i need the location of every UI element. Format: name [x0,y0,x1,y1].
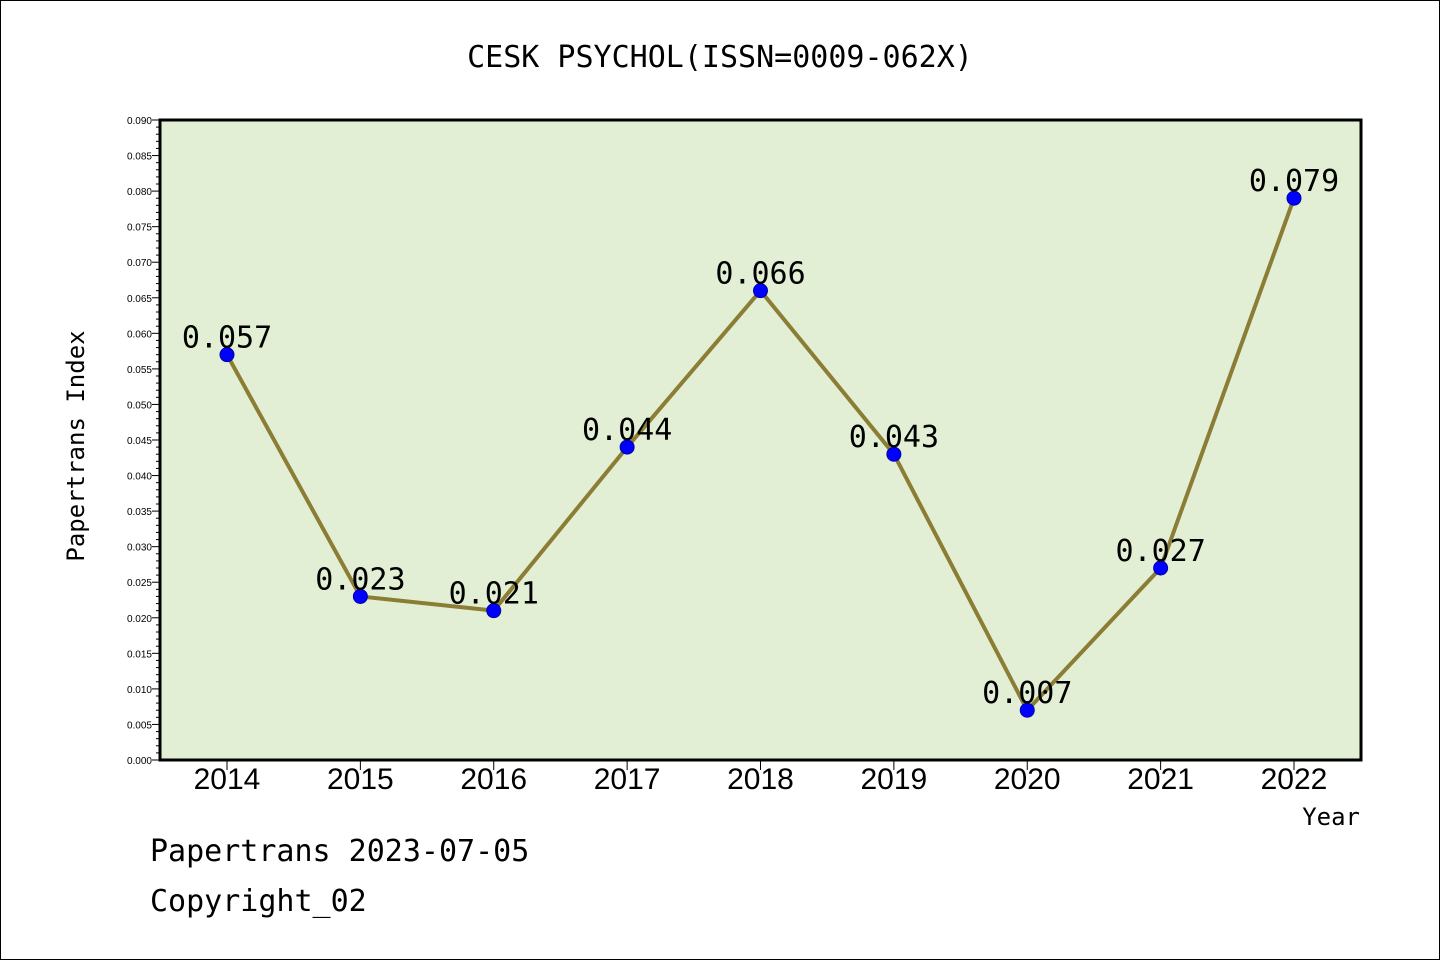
y-tick-label: 0.090 [127,116,152,127]
y-tick-label: 0.030 [127,543,152,554]
y-tick-label: 0.070 [127,258,152,269]
y-tick-label: 0.060 [127,329,152,340]
x-tick-label: 2022 [1261,763,1328,796]
x-tick-label: 2019 [861,763,928,796]
x-tick-label: 2016 [460,763,527,796]
plot-area [158,118,1363,762]
y-tick-label: 0.015 [127,649,152,660]
y-tick-label: 0.035 [127,507,152,518]
series-line-group [219,190,1302,718]
x-axis: 2014 2015 2016 2017 2018 2019 2020 2021 2022 [194,760,1328,796]
data-point-2021 [1153,560,1169,576]
x-tick-label: 2015 [327,763,394,796]
data-label: 0.021 [449,577,539,612]
y-tick-label: 0.050 [127,400,152,411]
y-tick-label: 0.010 [127,685,152,696]
x-tick-label: 2017 [594,763,661,796]
data-point-2016 [486,603,502,619]
data-label: 0.027 [1115,534,1205,569]
data-label: 0.057 [182,321,272,356]
x-tick-label: 2020 [994,763,1061,796]
data-labels: 0.057 0.023 0.021 0.044 0.066 0.043 0.007 0.027… [182,164,1339,711]
x-tick-label: 2014 [194,763,261,796]
data-point-2019 [886,446,902,462]
y-tick-label: 0.055 [127,365,152,376]
chart-title: CESK PSYCHOL(ISSN=0009-062X) [467,40,973,75]
x-axis-label: Year [1302,803,1360,831]
x-tick-label: 2021 [1127,763,1194,796]
y-tick-label: 0.085 [127,152,152,163]
y-tick-label: 0.025 [127,578,152,589]
data-point-2015 [352,588,368,604]
data-label: 0.044 [582,413,672,448]
y-axis: 0.000 0.005 0.010 0.015 0.020 0.025 0.030 0.035… [127,116,160,767]
data-label: 0.066 [715,257,805,292]
y-tick-label: 0.075 [127,223,152,234]
y-axis-label: Papertrans Index [62,330,90,561]
y-tick-label: 0.000 [127,756,152,767]
y-tick-label: 0.040 [127,472,152,483]
data-point-2022 [1286,190,1302,206]
data-point-2018 [753,283,768,299]
data-label: 0.079 [1249,164,1339,199]
data-point-2017 [619,439,635,455]
data-label: 0.007 [982,676,1072,711]
footer-date: Papertrans 2023-07-05 [150,834,530,869]
y-tick-label: 0.005 [127,720,152,731]
data-point-2014 [219,347,235,363]
data-label: 0.043 [849,420,939,455]
data-point-2020 [1019,702,1035,718]
data-label: 0.023 [315,562,405,597]
y-tick-label: 0.080 [127,187,152,198]
y-tick-label: 0.045 [127,436,152,447]
y-tick-label: 0.065 [127,294,152,305]
footer-copyright: Copyright_02 [150,884,367,919]
x-tick-label: 2018 [727,763,794,796]
y-tick-label: 0.020 [127,614,152,625]
